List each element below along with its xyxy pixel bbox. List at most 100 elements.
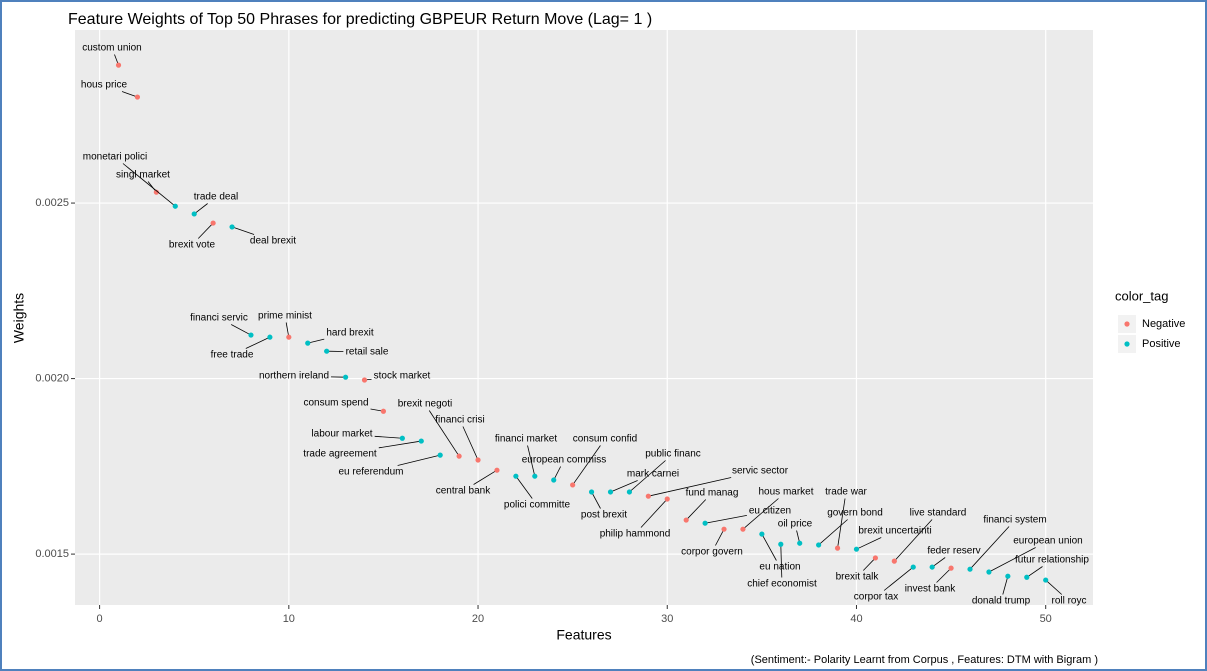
point [664,496,670,502]
leader-line [761,533,777,561]
point [834,545,841,551]
point [456,453,462,459]
point-label: polici committe [504,500,571,511]
point-label: consum confid [573,434,637,445]
point [740,526,746,532]
point-label: feder reserv [927,546,980,557]
leader-line [969,526,1010,570]
point [134,94,141,100]
point [645,493,651,499]
point [418,438,424,444]
leader-line [715,528,725,546]
x-tick-label: 30 [661,613,673,625]
x-tick-label: 10 [283,613,295,625]
point [607,489,614,495]
leader-line [1002,576,1009,595]
marks [114,54,1063,595]
leader-line [197,222,214,239]
point [778,541,784,547]
leader-line [378,440,422,449]
leader-line [640,498,668,528]
point [248,332,254,338]
point-label: brexit uncertainti [858,526,931,537]
point [588,489,595,495]
point-label: singl market [116,170,170,181]
point-label: stock market [374,371,431,382]
chart-title: Feature Weights of Top 50 Phrases for pr… [68,11,652,28]
point [759,531,765,537]
point [872,555,878,561]
point [1024,574,1030,580]
leader-line [1026,566,1043,578]
point-label: deal brexit [250,236,296,247]
leader-line [121,91,138,98]
point [437,452,443,458]
point-label: hous market [758,487,813,498]
point-label: post brexit [581,510,627,521]
point-label: eu nation [759,562,800,573]
leader-line [527,445,536,477]
x-axis-label: Features [556,627,611,643]
point [1043,577,1049,583]
point [172,203,178,209]
point [494,467,500,473]
leader-line [648,477,732,497]
point-label: financi servic [190,313,248,324]
point-label: brexit negoti [398,399,452,410]
leader-line [231,226,255,235]
legend-label: Positive [1142,338,1181,350]
point-label: consum spend [303,398,368,409]
leader-line [307,338,325,344]
leader-line [883,566,914,591]
point-label: financi crisi [435,415,484,426]
leader-line [610,480,638,493]
point [721,526,727,532]
point [948,565,954,571]
leader-line [572,445,601,486]
legend-title: color_tag [1115,288,1168,303]
y-tick-label: 0.0025 [35,197,69,209]
point [361,377,368,383]
point [153,189,159,195]
point-label: eu referendum [338,467,403,478]
point [797,540,803,546]
point-label: govern bond [827,508,883,519]
point-label: chief economist [747,579,817,590]
point [929,564,935,570]
point-label: hard brexit [326,328,373,339]
point-label: monetari polici [83,152,147,163]
point-label: mark carnei [627,469,679,480]
leader-line [428,410,460,457]
leader-line [856,537,882,550]
leader-line [685,499,707,521]
point [532,473,538,479]
point-label: hous price [81,80,128,91]
x-tick-label: 20 [472,613,484,625]
leader-line [122,163,176,207]
leader-line [374,435,403,439]
point-label: oil price [778,519,813,530]
point [342,374,349,380]
y-axis-label: Weights [11,293,27,343]
point [475,457,481,463]
leader-line [931,557,946,568]
point [551,477,557,483]
point-label: custom union [82,43,141,54]
legend-swatch [1124,341,1130,347]
leader-line [862,557,876,571]
point [115,62,122,68]
point [1005,573,1011,579]
point-label: brexit talk [836,572,880,583]
point-label: financi system [983,515,1046,526]
point-label: retail sale [346,347,389,358]
point [891,558,897,564]
point-label: prime minist [258,311,312,322]
point [626,489,633,495]
point-label: trade war [825,487,867,498]
point-label: trade deal [194,192,238,203]
point-label: financi market [495,434,557,445]
point-label: public financ [645,449,701,460]
point [380,408,387,414]
leader-line [515,475,533,499]
